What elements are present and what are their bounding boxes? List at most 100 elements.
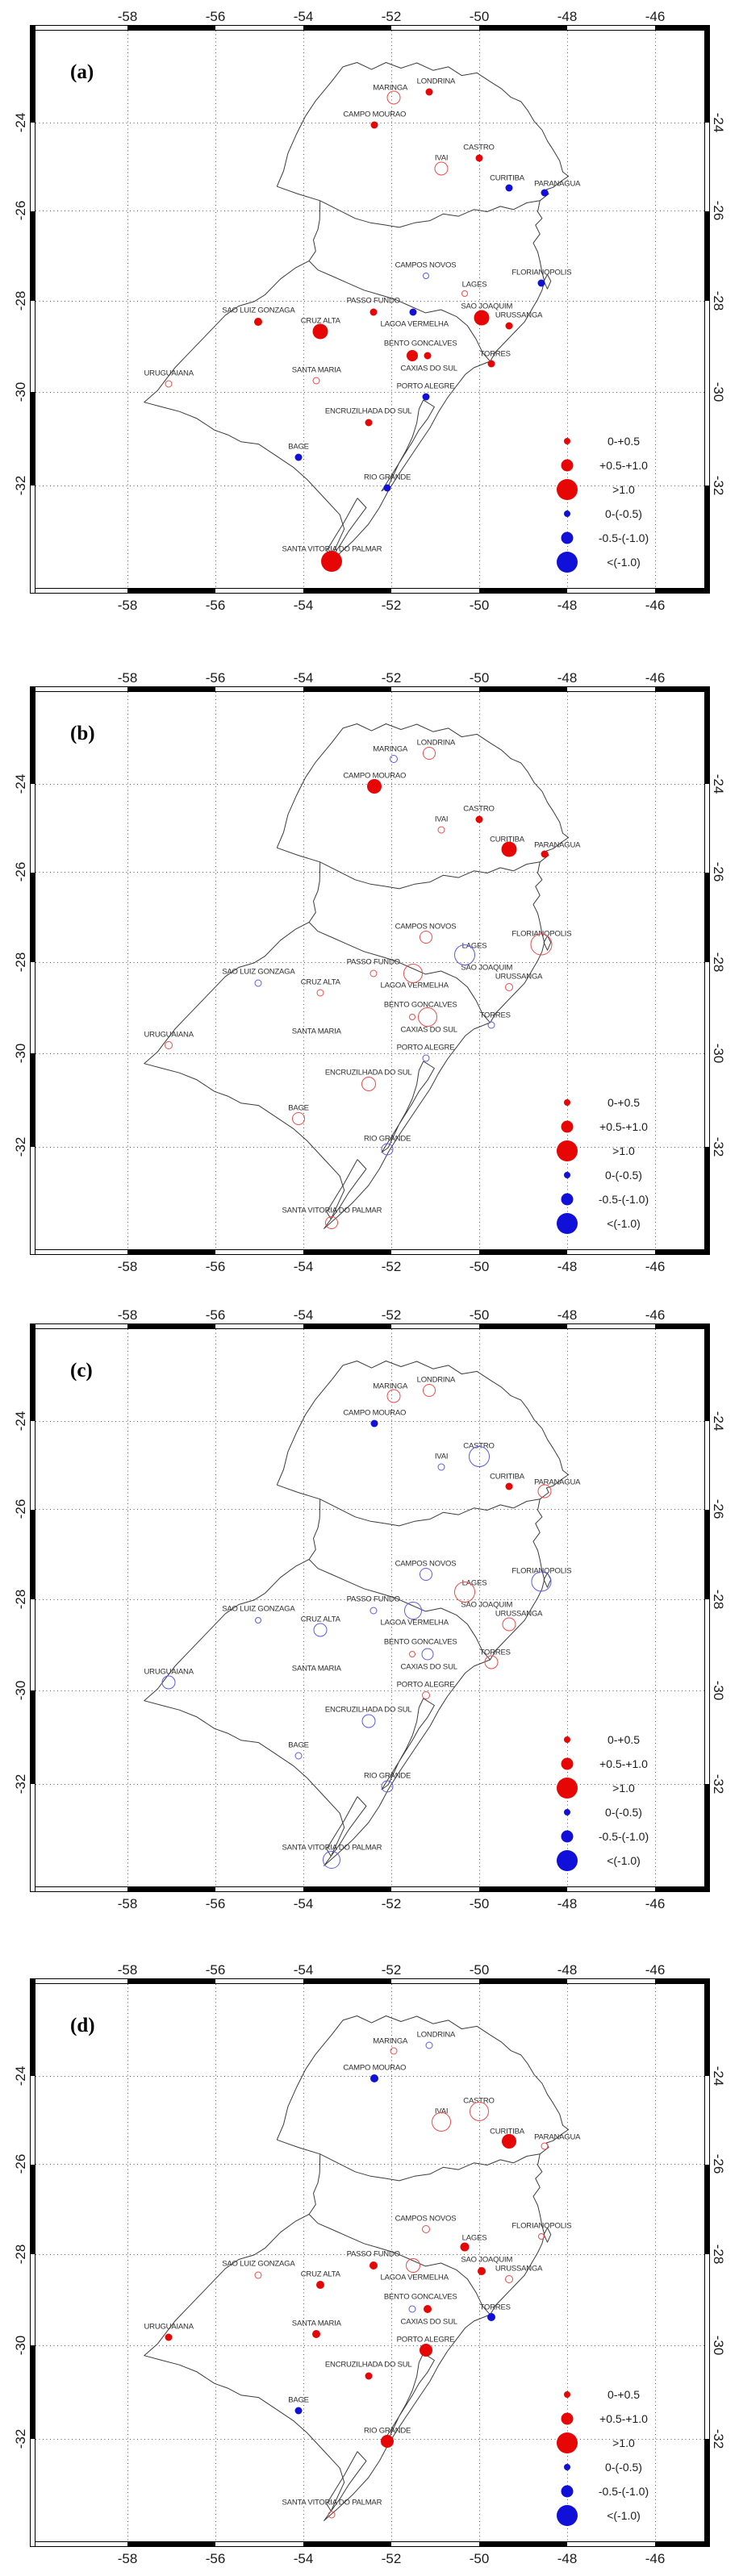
- legend-label: 0-+0.5: [607, 1096, 641, 1109]
- station-label: SANTA MARIA: [291, 2319, 341, 2328]
- frame-bar-segment: [704, 1978, 710, 2076]
- frame-bar-segment: [704, 486, 710, 594]
- station-dot: [541, 189, 549, 197]
- station-dot: [425, 2041, 433, 2049]
- station-dot: [409, 1013, 416, 1020]
- frame-bar-segment: [30, 2345, 35, 2439]
- station-label: CAMPOS NOVOS: [395, 2214, 457, 2224]
- grid-line-horizontal: [35, 2253, 705, 2255]
- station-label: PASSO FUNDO: [346, 1594, 400, 1604]
- legend-label: 0-(-0.5): [605, 507, 642, 520]
- station-label: LAGES: [461, 2233, 487, 2243]
- frame-bar-segment: [30, 211, 35, 301]
- x-tick-label-top: -52: [381, 1962, 402, 1978]
- x-tick-label-bottom: -56: [205, 2551, 226, 2566]
- grid-line-horizontal: [35, 1509, 705, 1511]
- station-label: SANTA MARIA: [291, 1027, 341, 1036]
- x-tick-label-bottom: -46: [645, 1896, 666, 1911]
- grid-line-vertical: [391, 31, 392, 589]
- station-label: TORRES: [479, 349, 511, 359]
- station-label: RIO GRANDE: [364, 1771, 411, 1781]
- station-dot: [409, 308, 417, 316]
- grid-line-vertical: [391, 692, 392, 1250]
- grid-line-vertical: [391, 1984, 392, 2542]
- station-dot: [365, 419, 373, 426]
- station-dot: [432, 2112, 452, 2132]
- grid-line-vertical: [303, 1984, 304, 2542]
- x-tick-label-bottom: -56: [205, 1896, 226, 1911]
- grid-line-horizontal: [35, 300, 705, 302]
- legend-dot: [561, 2485, 574, 2498]
- y-tick-label-left: -32: [13, 1136, 28, 1157]
- x-tick-label-top: -58: [117, 1962, 138, 1978]
- frame-bar-segment: [655, 588, 709, 594]
- station-label: SAO JOAQUIM: [461, 963, 513, 973]
- y-tick-label-left: -28: [13, 290, 28, 311]
- station-label: URUGUAIANA: [144, 1667, 194, 1677]
- station-dot: [484, 1655, 499, 1669]
- legend-dot: [564, 438, 570, 444]
- station-dot: [505, 2274, 514, 2283]
- x-tick-label-bottom: -48: [557, 1259, 578, 1274]
- grid-line-vertical: [391, 1329, 392, 1887]
- grid-line-vertical: [127, 692, 128, 1250]
- station-label: CAXIAS DO SUL: [400, 1662, 457, 1671]
- y-tick-label-right: -32: [711, 1136, 726, 1157]
- station-label: CASTRO: [463, 143, 495, 152]
- state-outline-sc: [308, 2153, 545, 2315]
- grid-line-horizontal: [35, 1599, 705, 1600]
- legend-label: <(-1.0): [607, 2509, 641, 2522]
- station-dot: [370, 969, 378, 977]
- grid-line-vertical: [215, 31, 216, 589]
- station-dot: [434, 161, 449, 176]
- station-label: CRUZ ALTA: [300, 1615, 340, 1624]
- station-label: CRUZ ALTA: [300, 977, 340, 987]
- y-tick-label-left: -32: [13, 1774, 28, 1794]
- station-dot: [294, 1752, 303, 1760]
- x-tick-label-bottom: -54: [293, 1259, 314, 1274]
- station-dot: [531, 1571, 552, 1592]
- y-tick-label-right: -32: [711, 475, 726, 496]
- y-tick-label-left: -28: [13, 2244, 28, 2264]
- station-dot: [390, 2047, 398, 2055]
- grid-line-vertical: [127, 31, 128, 589]
- legend-label: -0.5-(-1.0): [598, 531, 649, 544]
- x-tick-label-top: -48: [557, 1962, 578, 1978]
- y-tick-label-right: -28: [711, 2244, 726, 2264]
- station-dot: [313, 1623, 328, 1637]
- station-label: CAXIAS DO SUL: [400, 2317, 457, 2326]
- grid-line-horizontal: [35, 1421, 705, 1422]
- frame-bar-segment: [655, 25, 709, 31]
- x-tick-label-top: -46: [645, 1962, 666, 1978]
- station-label: LAGOA VERMELHA: [380, 1618, 449, 1628]
- station-label: IVAI: [434, 1452, 449, 1461]
- y-tick-label-right: -28: [711, 1589, 726, 1609]
- station-label: SANTA VITORIA DO PALMAR: [282, 1206, 382, 1215]
- station-label: PORTO ALEGRE: [396, 381, 455, 391]
- grid-line-horizontal: [35, 1690, 705, 1692]
- station-dot: [541, 2142, 549, 2150]
- station-dot: [370, 308, 378, 316]
- frame-bar-segment: [704, 2165, 710, 2254]
- station-label: SAO LUIZ GONZAGA: [222, 1604, 295, 1614]
- station-dot: [468, 1446, 490, 1468]
- station-label: LAGES: [461, 1578, 487, 1588]
- frame-bar-segment: [479, 1249, 567, 1255]
- station-label: TORRES: [479, 1011, 511, 1020]
- station-dot: [454, 944, 475, 966]
- station-dot: [386, 90, 401, 105]
- frame-bar-segment: [655, 1249, 709, 1255]
- station-label: LONDRINA: [416, 2030, 456, 2040]
- frame-bar-segment: [30, 686, 35, 784]
- frame-bar-segment: [704, 1510, 710, 1599]
- legend-dot: [557, 1850, 578, 1871]
- station-label: CURITIBA: [490, 835, 524, 844]
- y-tick-label-left: -30: [13, 1680, 28, 1701]
- station-label: SANTA MARIA: [291, 1664, 341, 1674]
- legend-dot: [557, 479, 578, 500]
- station-label: LAGOA VERMELHA: [380, 2273, 449, 2282]
- station-dot: [370, 1419, 378, 1428]
- station-dot: [325, 1216, 339, 1230]
- frame-bar-segment: [30, 1323, 35, 1421]
- x-tick-label-bottom: -50: [469, 598, 490, 613]
